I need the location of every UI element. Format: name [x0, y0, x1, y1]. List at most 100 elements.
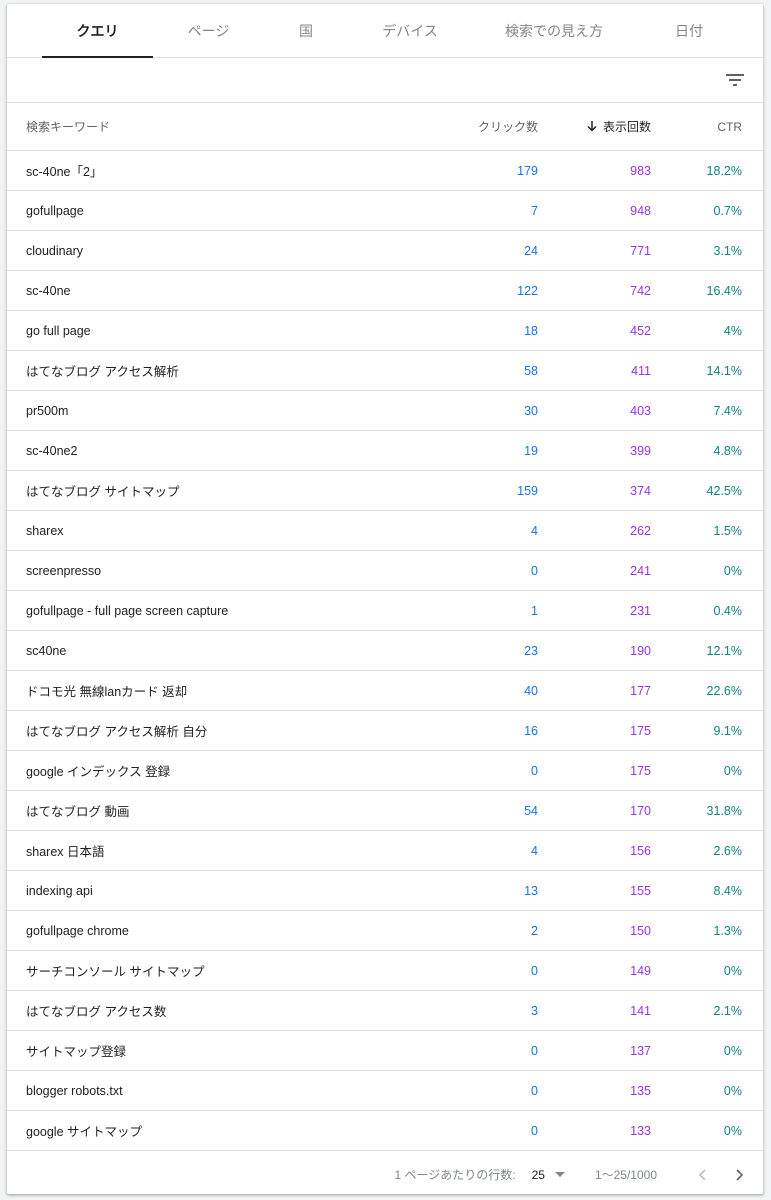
cell-ctr: 2.6%: [713, 843, 743, 858]
header-clicks[interactable]: クリック数: [477, 120, 538, 134]
cell-keyword: sc-40ne「2」: [26, 165, 103, 179]
cell-ctr: 7.4%: [713, 403, 743, 418]
header-impressions[interactable]: 表示回数: [538, 118, 651, 135]
table-row[interactable]: screenpresso 0 241 0%: [7, 551, 763, 591]
tab-page[interactable]: ページ: [187, 22, 230, 39]
cell-clicks: 24: [524, 243, 538, 258]
header-keyword[interactable]: 検索キーワード: [26, 120, 111, 134]
table-row[interactable]: ドコモ光 無線lanカード 返却 40 177 22.6%: [7, 671, 763, 711]
table-row[interactable]: sc40ne 23 190 12.1%: [7, 631, 763, 671]
cell-keyword: sc-40ne2: [26, 443, 78, 458]
cell-keyword: sc-40ne: [26, 283, 71, 298]
table-row[interactable]: はてなブログ サイトマップ 159 374 42.5%: [7, 471, 763, 511]
next-page-button[interactable]: [727, 1163, 751, 1187]
table-row[interactable]: cloudinary 24 771 3.1%: [7, 231, 763, 271]
cell-impressions: 156: [630, 843, 651, 858]
table-row[interactable]: サーチコンソール サイトマップ 0 149 0%: [7, 951, 763, 991]
table-row[interactable]: go full page 18 452 4%: [7, 311, 763, 351]
cell-ctr: 2.1%: [713, 1003, 743, 1018]
cell-clicks: 16: [524, 723, 538, 738]
cell-clicks: 19: [524, 443, 538, 458]
cell-impressions: 399: [630, 443, 651, 458]
cell-keyword: はてなブログ サイトマップ: [26, 485, 180, 499]
cell-ctr: 16.4%: [706, 283, 742, 298]
cell-impressions: 175: [630, 723, 651, 738]
table-row[interactable]: はてなブログ アクセス解析 自分 16 175 9.1%: [7, 711, 763, 751]
table-row[interactable]: google サイトマップ 0 133 0%: [7, 1111, 763, 1151]
table-row[interactable]: sharex 4 262 1.5%: [7, 511, 763, 551]
cell-keyword: gofullpage - full page screen capture: [26, 603, 229, 618]
cell-impressions: 231: [630, 603, 651, 618]
tab-query[interactable]: クエリ: [42, 4, 153, 58]
table-row[interactable]: gofullpage - full page screen capture 1 23…: [7, 591, 763, 631]
cell-ctr: 18.2%: [706, 163, 742, 178]
cell-clicks: 18: [524, 323, 538, 338]
filter-list-icon: [726, 74, 744, 86]
cell-clicks: 54: [524, 803, 538, 818]
cell-impressions: 403: [630, 403, 651, 418]
cell-clicks: 4: [531, 843, 538, 858]
table-row[interactable]: blogger robots.txt 0 135 0%: [7, 1071, 763, 1111]
table-row[interactable]: サイトマップ登録 0 137 0%: [7, 1031, 763, 1071]
cell-keyword: はてなブログ 動画: [26, 805, 130, 819]
cell-keyword: blogger robots.txt: [26, 1083, 123, 1098]
cell-clicks: 58: [524, 363, 538, 378]
cell-keyword: はてなブログ アクセス解析: [26, 365, 179, 379]
cell-ctr: 14.1%: [706, 363, 742, 378]
table-row[interactable]: sc-40ne 122 742 16.4%: [7, 271, 763, 311]
table-row[interactable]: gofullpage chrome 2 150 1.3%: [7, 911, 763, 951]
arrow-down-icon: [587, 118, 597, 133]
header-impressions-label: 表示回数: [602, 120, 651, 134]
table-row[interactable]: はてなブログ アクセス数 3 141 2.1%: [7, 991, 763, 1031]
cell-impressions: 452: [630, 323, 651, 338]
cell-keyword: ドコモ光 無線lanカード 返却: [26, 685, 188, 699]
table-row[interactable]: pr500m 30 403 7.4%: [7, 391, 763, 431]
rows-per-page-select[interactable]: 25: [532, 1168, 565, 1182]
table-body: sc-40ne「2」 179 983 18.2% gofullpage 7 948 0.7% c…: [7, 151, 763, 1151]
dimension-tabs: クエリ ページ 国 デバイス 検索での見え方 日付: [7, 4, 763, 58]
cell-ctr: 22.6%: [706, 683, 742, 698]
cell-clicks: 0: [531, 963, 538, 978]
cell-keyword: サイトマップ登録: [26, 1045, 127, 1059]
filter-button[interactable]: [723, 68, 747, 92]
chevron-left-icon: [698, 1168, 706, 1181]
cell-impressions: 983: [630, 163, 651, 178]
cell-impressions: 262: [630, 523, 651, 538]
table-row[interactable]: はてなブログ アクセス解析 58 411 14.1%: [7, 351, 763, 391]
cell-ctr: 0%: [723, 1083, 742, 1098]
cell-impressions: 149: [630, 963, 651, 978]
cell-impressions: 948: [630, 203, 651, 218]
header-ctr[interactable]: CTR: [717, 119, 742, 134]
cell-clicks: 0: [531, 563, 538, 578]
cell-keyword: cloudinary: [26, 243, 83, 258]
table-row[interactable]: sharex 日本語 4 156 2.6%: [7, 831, 763, 871]
cell-ctr: 1.5%: [713, 523, 743, 538]
cell-impressions: 374: [630, 483, 651, 498]
cell-clicks: 2: [531, 923, 538, 938]
tab-country[interactable]: 国: [299, 22, 313, 39]
cell-impressions: 771: [630, 243, 651, 258]
tab-device[interactable]: デバイス: [382, 22, 438, 39]
table-toolbar: [7, 58, 763, 103]
cell-ctr: 42.5%: [706, 483, 742, 498]
table-row[interactable]: gofullpage 7 948 0.7%: [7, 191, 763, 231]
cell-ctr: 31.8%: [706, 803, 742, 818]
table-row[interactable]: はてなブログ 動画 54 170 31.8%: [7, 791, 763, 831]
cell-ctr: 0%: [723, 763, 742, 778]
cell-impressions: 170: [630, 803, 651, 818]
cell-keyword: sharex 日本語: [26, 845, 105, 859]
cell-clicks: 179: [517, 163, 538, 178]
cell-impressions: 150: [630, 923, 651, 938]
prev-page-button[interactable]: [691, 1163, 715, 1187]
tab-date[interactable]: 日付: [675, 22, 703, 39]
cell-ctr: 4.8%: [713, 443, 743, 458]
tab-search-appearance[interactable]: 検索での見え方: [505, 22, 603, 39]
table-row[interactable]: sc-40ne2 19 399 4.8%: [7, 431, 763, 471]
table-header: 検索キーワード クリック数 表示回数 CTR: [7, 103, 763, 151]
table-row[interactable]: google インデックス 登録 0 175 0%: [7, 751, 763, 791]
cell-impressions: 175: [630, 763, 651, 778]
table-row[interactable]: sc-40ne「2」 179 983 18.2%: [7, 151, 763, 191]
cell-keyword: はてなブログ アクセス数: [26, 1005, 167, 1019]
table-row[interactable]: indexing api 13 155 8.4%: [7, 871, 763, 911]
cell-ctr: 0%: [723, 1043, 742, 1058]
